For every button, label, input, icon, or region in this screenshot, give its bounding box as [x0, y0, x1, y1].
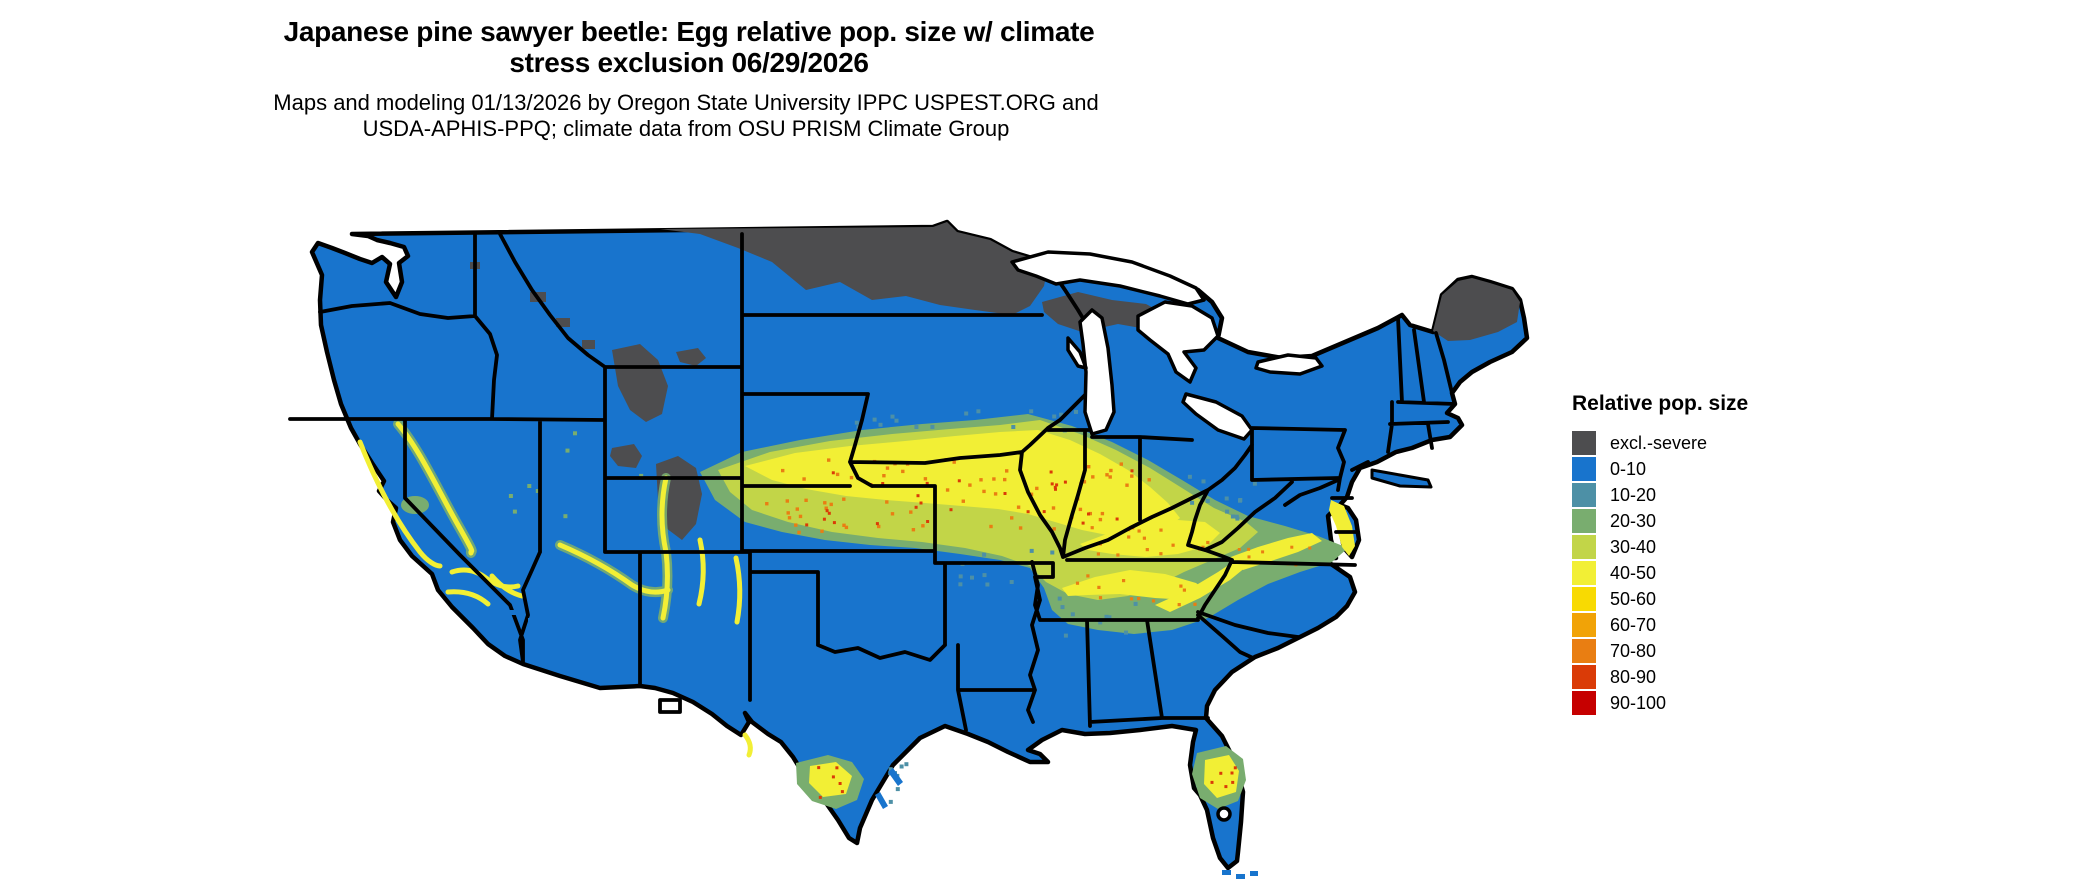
nm-range3-yellow [733, 555, 743, 625]
speckles-red-southtexas [817, 766, 844, 799]
legend-item-label: 10-20 [1610, 484, 1657, 505]
legend-item-label: 40-50 [1610, 562, 1657, 583]
hotspots [401, 496, 1246, 809]
legend-swatch-icon [1572, 431, 1596, 455]
figure-subtitle: Maps and modeling 01/13/2026 by Oregon S… [0, 90, 1372, 142]
speckles-green-west [508, 431, 644, 519]
legend-item-60-70: 60-70 [1572, 612, 1832, 638]
band-tennessee-yellow [1062, 570, 1208, 600]
legend-item-50-60: 50-60 [1572, 586, 1832, 612]
legend-item-excl.-severe: excl.-severe [1572, 430, 1832, 456]
lake-ontario [1254, 353, 1324, 376]
band-yellow-core [745, 430, 1180, 536]
legend-item-20-30: 20-30 [1572, 508, 1832, 534]
excluded-idaho-specks [470, 262, 595, 349]
speckles-teal-mississippi [1060, 601, 1138, 638]
great-lakes [1010, 250, 1324, 822]
legend-swatch-icon [1572, 639, 1596, 663]
legend-swatch-icon [1572, 665, 1596, 689]
mogollon-rim-yellow [557, 542, 671, 595]
ca-coast-range-yellow [357, 439, 443, 569]
map-title-line2: stress exclusion 06/29/2026 [509, 47, 869, 78]
map-legend: Relative pop. size excl.-severe 0-10 10-20… [1572, 392, 1832, 716]
lake-okeechobee [1216, 806, 1232, 822]
florida-keys [1222, 870, 1258, 879]
socal-ranges-yellow [445, 567, 525, 607]
legend-rows: excl.-severe 0-10 10-20 20-30 30-40 40-50 50-6… [1572, 430, 1832, 716]
legend-item-label: 80-90 [1610, 666, 1657, 687]
legend-swatch-icon [1572, 561, 1596, 585]
legend-item-40-50: 40-50 [1572, 560, 1832, 586]
channel-islands [506, 610, 553, 628]
band-delmarva-yellow [1329, 500, 1355, 556]
map-subtitle-line1: Maps and modeling 01/13/2026 by Oregon S… [273, 90, 1099, 115]
legend-item-30-40: 30-40 [1572, 534, 1832, 560]
lake-erie [1181, 392, 1254, 441]
band-kentucky-yellow [1080, 520, 1220, 557]
long-island [1370, 468, 1433, 489]
map-title-line1: Japanese pine sawyer beetle: Egg relativ… [283, 16, 1095, 47]
speckles-red-florida [1210, 766, 1237, 789]
excluded-uinta [610, 444, 642, 468]
texas-barrier-islands [875, 768, 903, 809]
legend-item-label: 70-80 [1610, 640, 1657, 661]
legend-item-0-10: 0-10 [1572, 456, 1832, 482]
legend-item-70-80: 70-80 [1572, 638, 1832, 664]
excluded-north-band [660, 222, 1048, 315]
excluded-north-maine [1433, 278, 1520, 341]
excluded-bighorn [676, 348, 706, 366]
legend-item-label: 20-30 [1610, 510, 1657, 531]
south-texas-yellow [809, 762, 852, 797]
speckles-teal-westvirginia [1187, 474, 1257, 521]
nm-range2-yellow [696, 537, 706, 607]
speckles-orange-tennessee [1075, 574, 1197, 607]
excluded-severe-regions [470, 222, 1520, 540]
legend-item-label: 90-100 [1610, 692, 1667, 713]
legend-item-90-100: 90-100 [1572, 690, 1832, 716]
islands [506, 610, 1258, 879]
sierra-foothills-yellow [395, 421, 475, 556]
legend-swatch-icon [1572, 691, 1596, 715]
legend-swatch-icon [1572, 535, 1596, 559]
west-texas-range-yellow [742, 732, 753, 758]
green-bay [1066, 336, 1088, 370]
legend-item-label: 60-70 [1610, 614, 1657, 635]
legend-swatch-icon [1572, 457, 1596, 481]
legend-swatch-icon [1572, 613, 1596, 637]
legend-title: Relative pop. size [1572, 392, 1749, 415]
state-borders [288, 232, 1457, 732]
legend-swatch-icon [1572, 587, 1596, 611]
legend-item-label: excl.-severe [1610, 432, 1708, 453]
excluded-yellowstone [612, 344, 668, 422]
map-subtitle-line2: USDA-APHIS-PPQ; climate data from OSU PR… [362, 116, 1010, 141]
lake-huron [1136, 300, 1220, 384]
figure-titles: Japanese pine sawyer beetle: Egg relativ… [0, 16, 1378, 78]
legend-item-label: 50-60 [1610, 588, 1657, 609]
legend-item-label: 30-40 [1610, 536, 1657, 557]
legend-item-80-90: 80-90 [1572, 664, 1832, 690]
legend-swatch-icon [1572, 483, 1596, 507]
central-florida-yellow [1204, 755, 1239, 798]
legend-swatch-icon [1572, 509, 1596, 533]
legend-item-10-20: 10-20 [1572, 482, 1832, 508]
legend-item-label: 0-10 [1610, 458, 1647, 479]
